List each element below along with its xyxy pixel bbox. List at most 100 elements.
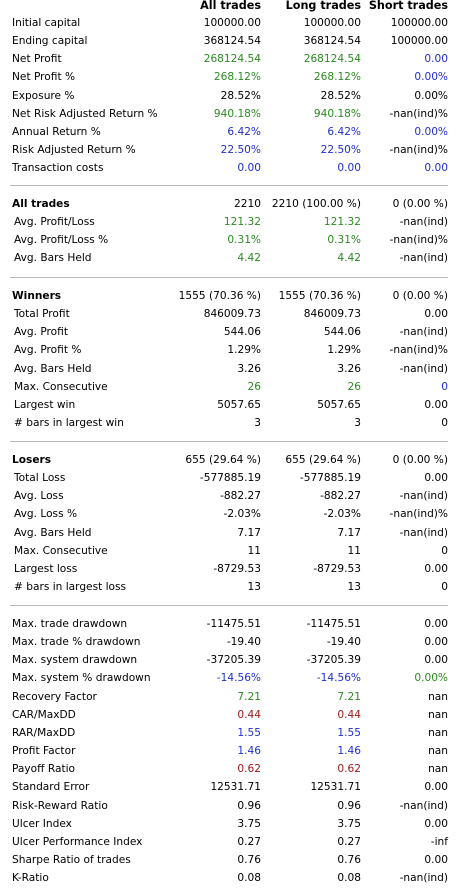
row-label-all-trades: All trades [12,198,70,210]
row-label-sharpe-ratio-of-trades: Sharpe Ratio of trades [12,853,131,866]
table-row: Max. system drawdown -37205.39 -37205.39 0.… [0,651,458,669]
table-row: Avg. Loss % -2.03% -2.03% -nan(ind)% [0,505,458,523]
all-trades-value: 12531.71 [210,781,261,794]
row-label-avg-bars-held: Avg. Bars Held [14,526,92,539]
long-trades-value: 3.75 [337,817,361,830]
row-label-largest-loss: Largest loss [14,562,78,575]
short-trades-value: 0.00 [424,618,448,630]
long-trades-value: 13 [347,581,361,594]
all-trades-value: -11475.51 [206,618,261,630]
all-trades-value: -37205.39 [206,654,261,667]
short-trades-value: nan [428,708,448,721]
long-trades-value: 5057.65 [317,398,361,411]
table-row: All trades 2210 2210 (100.00 %) 0 (0.00 %) [0,195,458,213]
table-row: Avg. Profit/Loss % 0.31% 0.31% -nan(ind)% [0,231,458,249]
long-trades-value: -14.56% [316,672,361,685]
table-row: Max. trade % drawdown -19.40 -19.40 0.00 [0,633,458,651]
short-trades-value: 0 (0.00 %) [392,198,448,210]
short-trades-value: -nan(ind) [399,216,448,229]
table-row: Standard Error 12531.71 12531.71 0.00 [0,778,458,796]
row-label-initial-capital: Initial capital [12,17,81,29]
row-label-max-consecutive: Max. Consecutive [14,380,108,393]
row-label-avg-loss: Avg. Loss % [14,508,78,521]
row-label-avg-bars-held: Avg. Bars Held [14,362,92,375]
all-trades-value: 368124.54 [203,35,261,48]
long-trades-value: 0.08 [337,872,361,885]
row-label-rar-maxdd: RAR/MaxDD [12,726,76,739]
long-trades-value: 0.27 [337,835,361,848]
row-label-annual-return: Annual Return % [12,125,101,138]
all-trades-value: 1555 (70.36 %) [178,290,261,302]
all-trades-value: -2.03% [223,508,261,521]
all-trades-value: 0.76 [237,853,261,866]
short-trades-value: -nan(ind) [399,872,448,885]
short-trades-value: -nan(ind) [399,799,448,812]
section-divider [10,185,448,186]
all-trades-value: -882.27 [220,490,261,503]
row-label-largest-win: Largest win [14,398,76,411]
short-trades-value: 0 [441,581,448,594]
all-trades-value: 7.21 [237,690,261,703]
row-label-risk-adjusted-return: Risk Adjusted Return % [12,144,136,157]
row-label-losers: Losers [12,454,52,466]
row-label-max-system-drawdown: Max. system drawdown [12,654,138,667]
all-trades-value: 0.44 [237,708,261,721]
table-row: Recovery Factor 7.21 7.21 nan [0,688,458,706]
table-row: Winners 1555 (70.36 %) 1555 (70.36 %) 0 (0.… [0,287,458,305]
all-trades-value: 0.00 [237,162,261,175]
all-trades-value: -577885.19 [199,472,261,485]
long-trades-value: 846009.73 [303,308,361,321]
table-row: Max. Consecutive 26 26 0 [0,378,458,396]
table-row: Sharpe Ratio of trades 0.76 0.76 0.00 [0,851,458,869]
header-all-trades: All trades [200,0,261,12]
table-row: Max. trade drawdown -11475.51 -11475.51 0.0… [0,615,458,633]
long-trades-value: 3.26 [337,362,361,375]
all-trades-value: 1.29% [227,344,261,357]
long-trades-value: 1555 (70.36 %) [278,290,361,302]
long-trades-value: 368124.54 [303,35,361,48]
table-row: Profit Factor 1.46 1.46 nan [0,742,458,760]
long-trades-value: 0.76 [337,853,361,866]
short-trades-value: 0 [441,380,448,393]
long-trades-value: 0.44 [337,708,361,721]
row-label-net-profit: Net Profit % [12,71,76,84]
long-trades-value: -8729.53 [313,562,361,575]
all-trades-value: 0.96 [237,799,261,812]
all-trades-value: 121.32 [223,216,261,229]
short-trades-value: -inf [430,835,448,848]
long-trades-value: -882.27 [320,490,361,503]
all-trades-value: -19.40 [226,636,261,649]
table-row: Payoff Ratio 0.62 0.62 nan [0,760,458,778]
short-trades-value: -nan(ind) [399,252,448,265]
long-trades-value: -2.03% [323,508,361,521]
long-trades-value: 7.17 [337,526,361,539]
long-trades-value: 655 (29.64 %) [285,454,361,466]
short-trades-value: 0 [441,544,448,557]
row-label-avg-loss: Avg. Loss [14,490,64,503]
row-label-max-trade-drawdown: Max. trade % drawdown [12,636,141,649]
all-trades-value: 4.42 [237,252,261,265]
long-trades-value: 11 [347,544,361,557]
row-label-bars-in-largest-win: # bars in largest win [14,417,124,430]
short-trades-value: nan [428,763,448,776]
row-label-risk-reward-ratio: Risk-Reward Ratio [12,799,108,812]
all-trades-value: 13 [247,581,261,594]
table-row: Avg. Bars Held 7.17 7.17 -nan(ind) [0,524,458,542]
short-trades-value: 0 (0.00 %) [392,290,448,302]
table-row: Avg. Profit/Loss 121.32 121.32 -nan(ind) [0,213,458,231]
all-trades-value: 0.08 [237,872,261,885]
row-label-avg-profit-loss: Avg. Profit/Loss % [14,234,109,247]
section-divider [10,605,448,606]
row-label-avg-profit-loss: Avg. Profit/Loss [14,216,95,229]
all-trades-value: 6.42% [227,125,261,138]
table-row: Net Profit % 268.12% 268.12% 0.00% [0,68,458,86]
table-row: Annual Return % 6.42% 6.42% 0.00% [0,123,458,141]
long-trades-value: -37205.39 [306,654,361,667]
long-trades-value: 268124.54 [303,53,361,66]
short-trades-value: -nan(ind) [399,326,448,339]
all-trades-value: 544.06 [223,326,261,339]
short-trades-value: 100000.00 [390,35,448,48]
long-trades-value: 1.55 [337,726,361,739]
all-trades-value: 846009.73 [203,308,261,321]
row-label-net-risk-adjusted-return: Net Risk Adjusted Return % [12,107,158,120]
